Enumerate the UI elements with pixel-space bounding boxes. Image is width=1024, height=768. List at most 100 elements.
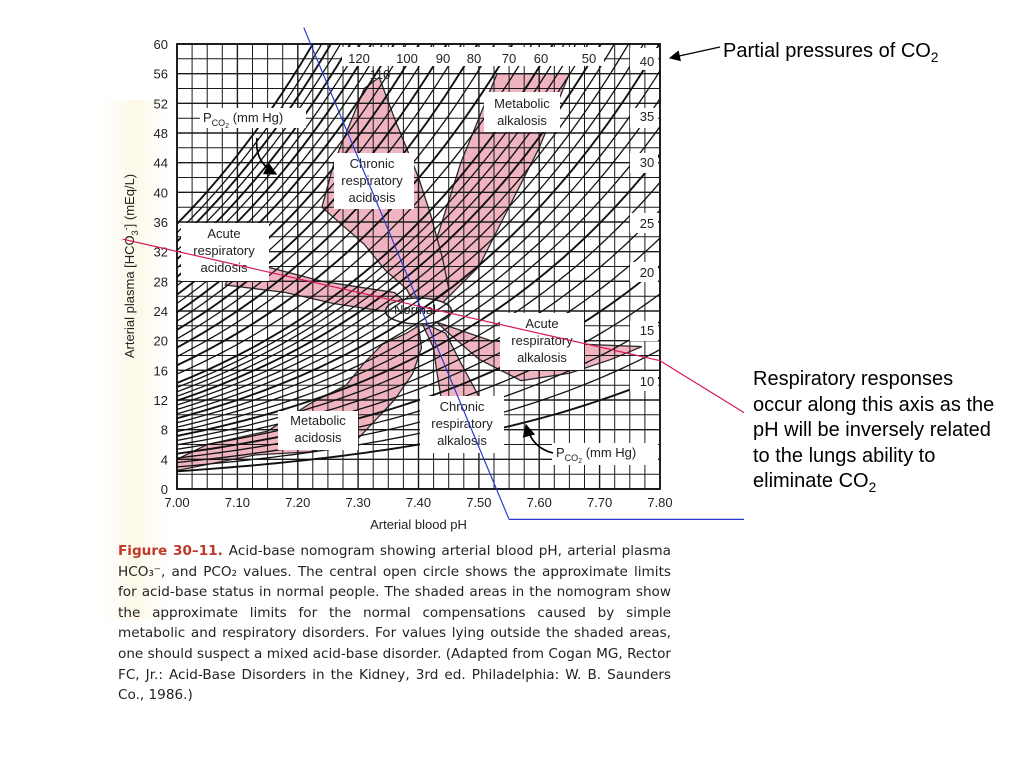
pco2-isopleth (177, 264, 660, 455)
pco2-isopleth (177, 44, 332, 243)
pco2-isopleth (177, 44, 645, 415)
x-tick-label: 7.40 (406, 495, 431, 510)
region-label-acute-respiratory-acidosis: acidosis (201, 260, 248, 275)
right-label-background-35 (630, 108, 658, 128)
region-label-chronic-respiratory-acidosis: respiratory (341, 173, 403, 188)
right-label-background-20 (630, 262, 658, 282)
pco2-label-background-upper (200, 108, 306, 128)
pco2-unit-label-lower: PCO2 (mm Hg) (556, 445, 636, 465)
pco2-isopleth (177, 44, 602, 402)
pco2-label-background-lower (552, 443, 658, 465)
y-tick-label: 60 (154, 37, 168, 52)
region-label-metabolic-alkalosis: alkalosis (497, 113, 547, 128)
right-label-background-25 (630, 213, 658, 233)
pco2-isopleth (177, 44, 373, 279)
x-tick-label: 7.30 (345, 495, 370, 510)
pco2-isopleth (177, 209, 660, 446)
respiratory-axis-text: Respiratory responses occur along this a… (753, 368, 995, 492)
region-label-chronic-respiratory-alkalosis: respiratory (431, 416, 493, 431)
pco2-isopleth-label-20: 20 (640, 265, 654, 280)
pco2-isopleth (177, 69, 660, 424)
pco2-isopleth (177, 44, 463, 340)
partial-pressure-axis-line (303, 27, 510, 520)
pco2-isopleth (177, 44, 448, 332)
y-tick-label: 8 (161, 423, 168, 438)
pco2-isopleth-label-25: 25 (640, 216, 654, 231)
region-label-acute-respiratory-acidosis: respiratory (193, 243, 255, 258)
x-tick-label: 7.80 (647, 495, 672, 510)
pco2-isopleth-label-35: 35 (640, 109, 654, 124)
partial-pressures-annotation: Partial pressures of CO2 (723, 40, 938, 65)
pco2-isopleth-label-30: 30 (640, 155, 654, 170)
acute-respiratory-acidosis-label-background (181, 223, 269, 281)
pco2-isopleth-label-90: 90 (436, 51, 450, 66)
pco2-isopleth-label-110: 110 (370, 67, 391, 82)
pco2-isopleth-label-100: 100 (396, 51, 418, 66)
y-tick-label: 52 (154, 96, 168, 111)
pco2-isopleth (177, 44, 630, 411)
chronic-respiratory-acidosis-label-background (334, 153, 414, 209)
region-label-acute-respiratory-alkalosis: Acute (525, 316, 558, 331)
right-label-background-30 (630, 153, 658, 173)
respiratory-axis-callout-line (659, 360, 745, 414)
y-tick-label: 0 (161, 482, 168, 497)
pco2-isopleth (177, 44, 342, 252)
pco2-isopleth (177, 376, 660, 473)
region-label-metabolic-acidosis: acidosis (295, 430, 342, 445)
pco2-isopleth (177, 44, 589, 397)
pco2-unit-label-upper: PCO2 (mm Hg) (203, 110, 283, 130)
acute-respiratory-alkalosis-label-background (500, 313, 584, 370)
y-tick-label: 44 (154, 156, 168, 171)
background-tint (100, 100, 170, 620)
pco2-isopleth-label-15: 15 (640, 323, 654, 338)
right-label-background-10 (630, 371, 658, 391)
x-tick-label: 7.60 (527, 495, 552, 510)
pco2-isopleth-label-120: 120 (348, 51, 370, 66)
pco2-pointer-arrow-upper (255, 137, 278, 175)
region-label-acute-respiratory-alkalosis: respiratory (511, 333, 573, 348)
right-label-background-15 (630, 321, 658, 341)
pco2-isopleth (177, 44, 514, 367)
partial-pressures-arrow (668, 46, 721, 62)
x-tick-label: 7.20 (285, 495, 310, 510)
pco2-isopleth (177, 181, 660, 442)
y-tick-label: 20 (154, 334, 168, 349)
region-label-normal: Normal (394, 302, 436, 317)
pco2-isopleth (177, 44, 323, 234)
x-tick-label: 7.50 (466, 495, 491, 510)
y-tick-label: 48 (154, 126, 168, 141)
y-tick-label: 12 (154, 393, 168, 408)
pco2-isopleth-label-10: 10 (640, 374, 654, 389)
right-label-background-40 (630, 48, 658, 70)
region-label-chronic-respiratory-acidosis: Chronic (350, 156, 395, 171)
partial-pressures-text: Partial pressures of CO (723, 40, 931, 62)
pco2-isopleth-label-70: 70 (502, 51, 516, 66)
y-tick-label: 56 (154, 67, 168, 82)
region-label-chronic-respiratory-acidosis: acidosis (349, 190, 396, 205)
pco2-isopleth (177, 44, 314, 226)
pco2-isopleth (177, 125, 660, 433)
y-tick-label: 16 (154, 363, 168, 378)
pco2-isopleth (177, 293, 660, 459)
y-tick-label: 4 (161, 452, 168, 467)
x-axis-title: Arterial blood pH (370, 517, 467, 532)
pco2-isopleth-label-50: 50 (582, 51, 596, 66)
caption-text: Acid-base nomogram showing arterial bloo… (118, 543, 671, 704)
region-label-chronic-respiratory-alkalosis: alkalosis (437, 433, 487, 448)
region-label-acute-respiratory-acidosis: Acute (207, 226, 240, 241)
pco2-isopleth-label-40: 40 (640, 54, 654, 69)
pco2-isopleth (177, 237, 660, 450)
respiratory-axis-subscript: 2 (868, 480, 877, 495)
pco2-isopleth-label-80: 80 (467, 51, 481, 66)
pco2-isopleth (177, 348, 660, 468)
respiratory-axis-annotation: Respiratory responses occur along this a… (753, 367, 1003, 501)
pco2-isopleth-label-60: 60 (534, 51, 548, 66)
pco2-isopleth (177, 44, 352, 261)
y-tick-label: 28 (154, 274, 168, 289)
pco2-isopleth (177, 320, 660, 464)
figure-caption: Figure 30–11. Acid-base nomogram showing … (118, 541, 671, 706)
